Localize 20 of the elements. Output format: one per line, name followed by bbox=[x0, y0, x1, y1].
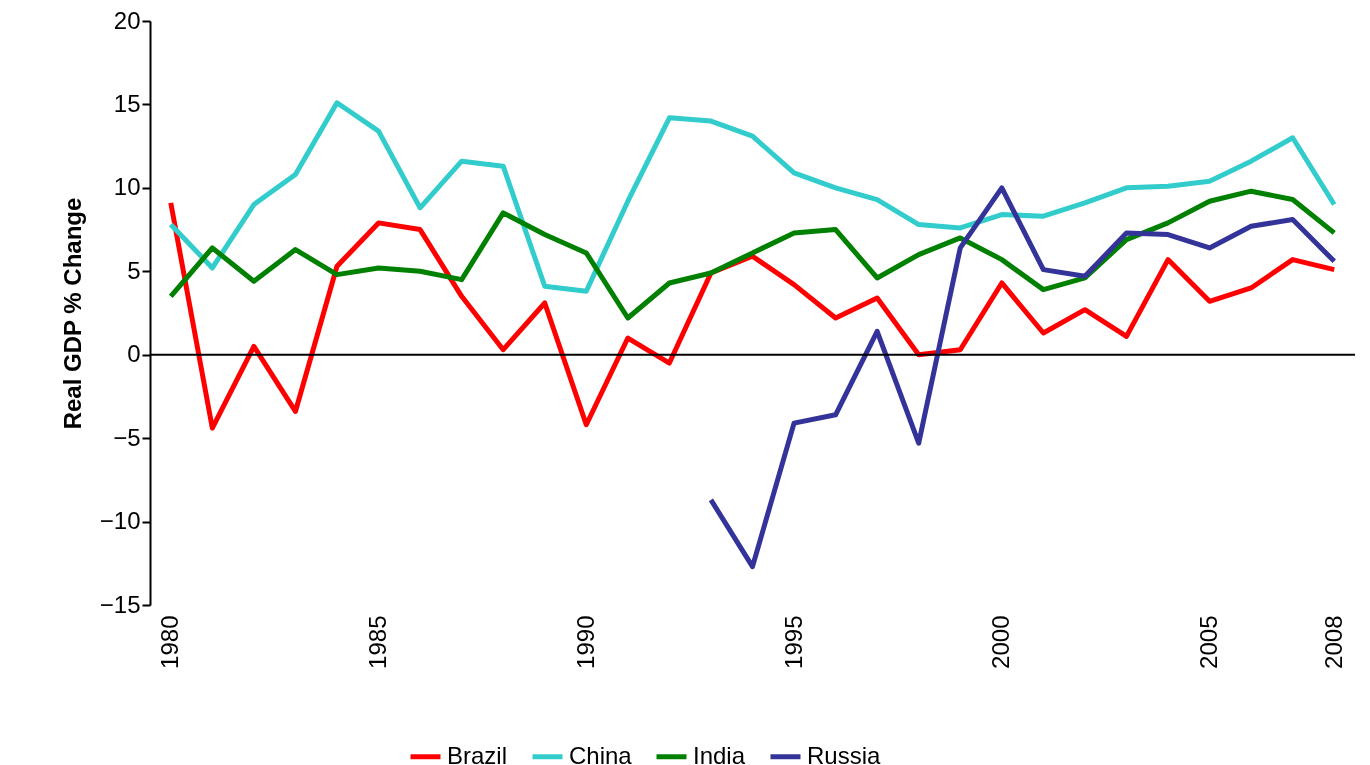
legend-label: Brazil bbox=[447, 741, 508, 765]
x-tick-label: 1985 bbox=[364, 615, 392, 669]
legend-label: Russia bbox=[807, 741, 882, 765]
y-tick-label: 5 bbox=[127, 256, 141, 284]
y-tick-label: −15 bbox=[99, 590, 141, 618]
x-tick-label: 2008 bbox=[1319, 615, 1347, 669]
x-tick-label: 2005 bbox=[1195, 615, 1223, 669]
y-axis-title: Real GDP % Change bbox=[58, 197, 86, 430]
y-tick-label: 20 bbox=[113, 6, 141, 34]
y-tick-label: 10 bbox=[113, 173, 141, 201]
x-tick-label: 1995 bbox=[779, 615, 807, 669]
y-tick-label: −10 bbox=[99, 507, 141, 535]
legend-label: India bbox=[693, 741, 746, 765]
y-tick-label: 0 bbox=[127, 340, 141, 368]
y-tick-label: 15 bbox=[113, 89, 141, 117]
legend-label: China bbox=[569, 741, 633, 765]
x-tick-label: 2000 bbox=[987, 615, 1015, 669]
x-tick-label: 1980 bbox=[156, 615, 184, 669]
y-tick-label: −5 bbox=[113, 423, 141, 451]
x-tick-label: 1990 bbox=[571, 615, 599, 669]
